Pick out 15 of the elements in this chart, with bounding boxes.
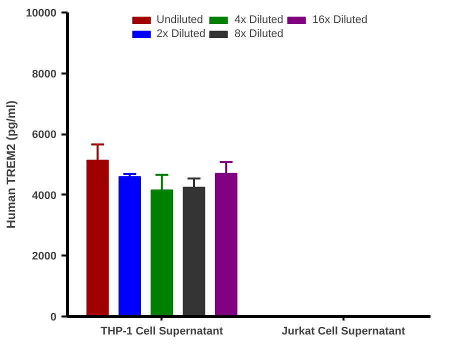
legend-label: 16x Diluted [312, 14, 368, 26]
x-tick-label: THP-1 Cell Supernatant [100, 326, 224, 338]
y-tick-label: 10000 [26, 8, 57, 20]
legend-label: Undiluted [156, 14, 204, 26]
y-tick-label: 2000 [32, 250, 57, 263]
x-tick-label: Jurkat Cell Supernatant [282, 326, 406, 338]
y-tick-label: 0 [50, 312, 57, 324]
legend-label: 2x Diluted [156, 28, 206, 40]
legend-label: 8x Diluted [234, 28, 284, 40]
y-tick-label: 6000 [32, 129, 57, 142]
legend-label: 4x Diluted [234, 14, 284, 26]
y-tick-label: 8000 [32, 68, 57, 80]
bar [118, 176, 141, 316]
y-axis-title: Human TREM2 (pg/ml) [4, 100, 18, 228]
y-tick-label: 4000 [32, 190, 57, 202]
